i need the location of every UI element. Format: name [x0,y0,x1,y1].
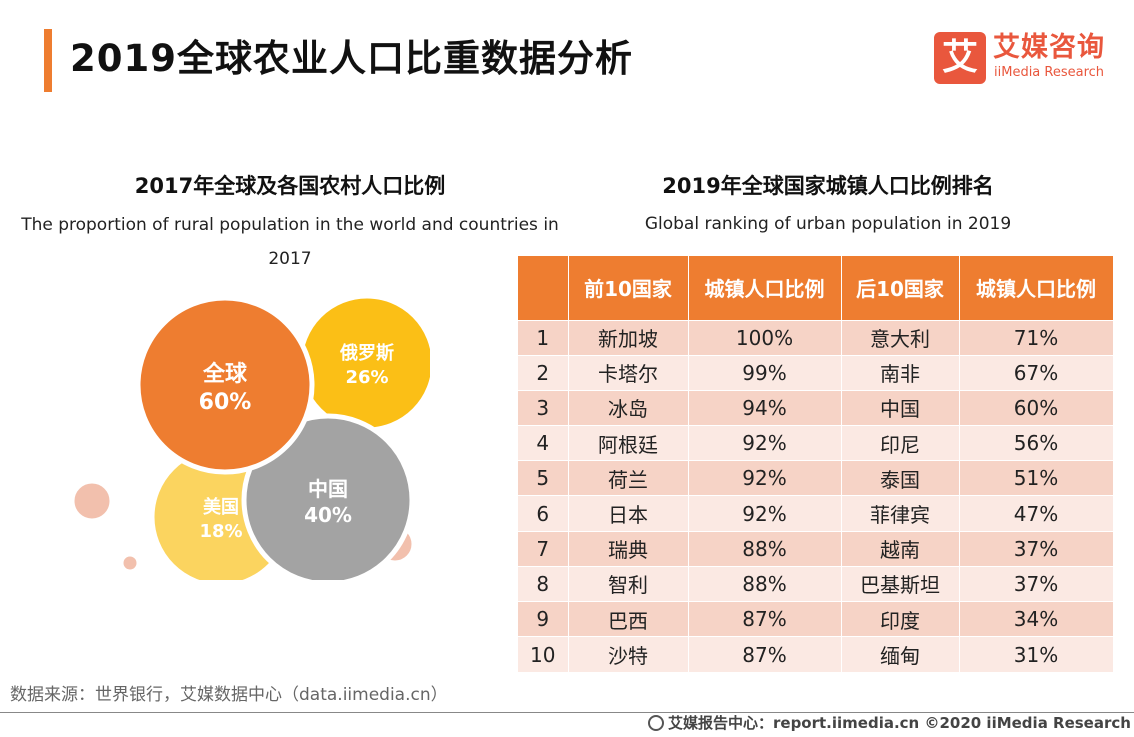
bubble-label-value: 60% [199,390,252,415]
left-chart-subtitle: The proportion of rural population in th… [21,215,559,269]
top10-ratio-cell: 88% [688,565,842,602]
logo-mark: 艾 [934,32,986,84]
decor-circle [69,478,115,524]
bubble-label-name: 全球 [202,361,248,387]
footer-divider [0,712,1134,713]
bubble-0 [135,295,315,475]
rank-cell: 9 [518,600,569,637]
bottom10-ratio-cell: 67% [959,354,1114,391]
top10-country-cell: 卡塔尔 [568,354,689,391]
bottom10-country-cell: 菲律宾 [841,495,960,532]
globe-icon [648,715,664,731]
table-row: 2 卡塔尔 99% 南非 67% [518,354,1114,391]
bottom10-ratio-cell: 71% [959,319,1114,356]
bubble-label-name: 中国 [308,477,348,501]
logo-text-cn: 艾媒咨询 [993,32,1105,63]
header-bottom10-ratio: 城镇人口比例 [959,256,1114,320]
page-title: 2019全球农业人口比重数据分析 [70,37,633,80]
rank-cell: 10 [518,636,569,672]
table-row: 10 沙特 87% 缅甸 31% [518,636,1114,672]
footer-credit: 艾媒报告中心：report.iimedia.cn ©2020 iiMedia R… [648,712,1134,734]
bubble-label-name: 美国 [203,496,239,518]
top10-country-cell: 巴西 [568,600,689,637]
table-row: 9 巴西 87% 印度 34% [518,600,1114,637]
rank-cell: 2 [518,354,569,391]
rank-cell: 7 [518,530,569,567]
title-accent-bar [44,29,52,92]
bottom10-country-cell: 泰国 [841,460,960,496]
rank-cell: 3 [518,389,569,426]
header-rank [518,256,569,320]
table-row: 6 日本 92% 菲律宾 47% [518,495,1114,532]
bottom10-ratio-cell: 37% [959,565,1114,602]
top10-ratio-cell: 87% [688,636,842,672]
bottom10-ratio-cell: 60% [959,389,1114,426]
top10-country-cell: 阿根廷 [568,425,689,461]
rank-cell: 1 [518,319,569,356]
right-table-subtitle: Global ranking of urban population in 20… [644,214,1012,234]
header-bottom10: 后10国家 [841,256,960,320]
bottom10-country-cell: 中国 [841,389,960,426]
top10-country-cell: 荷兰 [568,460,689,496]
bottom10-ratio-cell: 51% [959,460,1114,496]
urban-ranking-table: 前10国家 城镇人口比例 后10国家 城镇人口比例 1 新加坡 100% 意大利 71%… [518,256,1114,672]
bottom10-ratio-cell: 34% [959,600,1114,637]
rank-cell: 5 [518,460,569,496]
top10-ratio-cell: 92% [688,495,842,532]
top10-ratio-cell: 87% [688,600,842,637]
top10-country-cell: 智利 [568,565,689,602]
top10-ratio-cell: 94% [688,389,842,426]
top10-country-cell: 冰岛 [568,389,689,426]
bottom10-country-cell: 印尼 [841,425,960,461]
bottom10-country-cell: 印度 [841,600,960,637]
top10-country-cell: 沙特 [568,636,689,672]
table-row: 5 荷兰 92% 泰国 51% [518,460,1114,496]
top10-country-cell: 瑞典 [568,530,689,567]
bottom10-ratio-cell: 56% [959,425,1114,461]
bottom10-country-cell: 南非 [841,354,960,391]
left-chart-title: 2017年全球及各国农村人口比例 [134,174,446,198]
header-top10: 前10国家 [568,256,689,320]
bottom10-country-cell: 意大利 [841,319,960,356]
bottom10-country-cell: 缅甸 [841,636,960,672]
bubble-label-value: 26% [345,367,388,388]
rank-cell: 8 [518,565,569,602]
bubble-label-value: 18% [199,521,242,542]
bottom10-country-cell: 巴基斯坦 [841,565,960,602]
top10-country-cell: 日本 [568,495,689,532]
table-row: 7 瑞典 88% 越南 37% [518,530,1114,567]
decor-circle [118,551,142,575]
table-row: 3 冰岛 94% 中国 60% [518,389,1114,426]
logo-text-en: iiMedia Research [994,65,1105,80]
bottom10-ratio-cell: 37% [959,530,1114,567]
top10-ratio-cell: 92% [688,460,842,496]
bottom10-ratio-cell: 47% [959,495,1114,532]
top10-ratio-cell: 99% [688,354,842,391]
table-header-row: 前10国家 城镇人口比例 后10国家 城镇人口比例 [518,256,1114,320]
bubble-label-value: 40% [304,503,352,527]
top10-ratio-cell: 88% [688,530,842,567]
bubble-label-name: 俄罗斯 [339,342,394,364]
rank-cell: 6 [518,495,569,532]
top10-ratio-cell: 100% [688,319,842,356]
data-source: 数据来源：世界银行，艾媒数据中心（data.iimedia.cn） [10,685,448,705]
top10-country-cell: 新加坡 [568,319,689,356]
iimedia-logo: 艾 艾媒咨询 iiMedia Research [934,32,1114,86]
table-row: 4 阿根廷 92% 印尼 56% [518,425,1114,461]
table-row: 8 智利 88% 巴基斯坦 37% [518,565,1114,602]
bubble-2 [241,413,415,580]
right-table-title: 2019年全球国家城镇人口比例排名 [662,174,994,198]
bottom10-ratio-cell: 31% [959,636,1114,672]
header-top10-ratio: 城镇人口比例 [688,256,842,320]
top10-ratio-cell: 92% [688,425,842,461]
bottom10-country-cell: 越南 [841,530,960,567]
rank-cell: 4 [518,425,569,461]
table-row: 1 新加坡 100% 意大利 71% [518,319,1114,356]
footer-credit-text: 艾媒报告中心：report.iimedia.cn ©2020 iiMedia R… [668,714,1134,732]
